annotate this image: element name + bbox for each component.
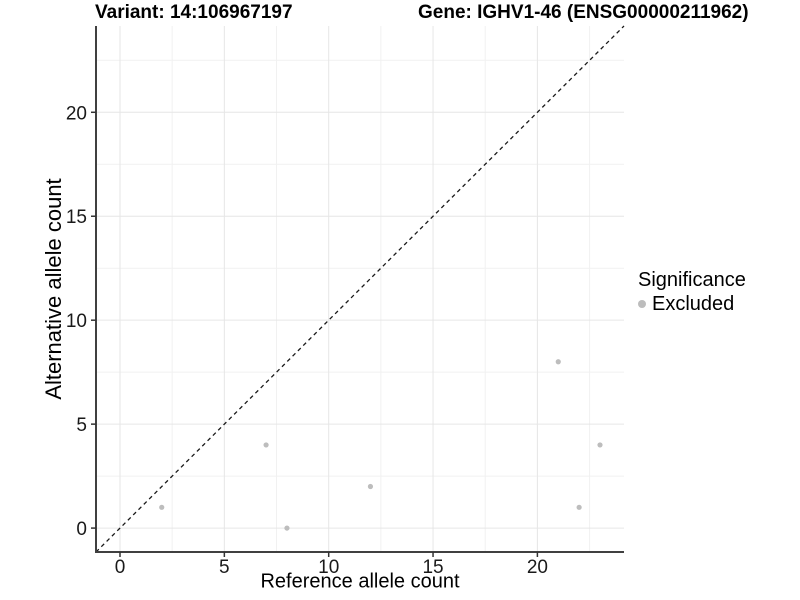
legend-item-excluded: Excluded [638,293,746,315]
plot-title-gene: Gene: IGHV1-46 (ENSG00000211962) [418,2,749,23]
legend-title: Significance [638,269,746,291]
plot-title-variant: Variant: 14:106967197 [95,2,293,23]
data-point [159,504,165,510]
data-point [367,483,374,490]
y-tick-label: 5 [76,415,87,436]
data-point [284,525,290,531]
data-point [555,359,561,365]
y-tick-label: 15 [66,207,87,228]
x-tick-label: 5 [219,557,230,578]
y-axis-label: Alternative allele count [41,178,66,400]
x-tick-label: 20 [527,557,548,578]
data-point [263,442,269,448]
legend-point-icon [638,300,646,308]
x-tick-label: 15 [422,557,443,578]
y-tick-label: 10 [66,311,87,332]
legend: Significance Excluded [638,270,746,315]
data-point [576,504,582,510]
identity-line [95,25,625,553]
x-axis-label: Reference allele count [260,570,460,593]
legend-item-label: Excluded [652,293,735,315]
x-tick-label: 0 [115,557,126,578]
y-tick-label: 20 [66,103,87,124]
data-point [597,442,603,448]
x-tick-label: 10 [318,557,339,578]
y-tick-label: 0 [76,519,87,540]
